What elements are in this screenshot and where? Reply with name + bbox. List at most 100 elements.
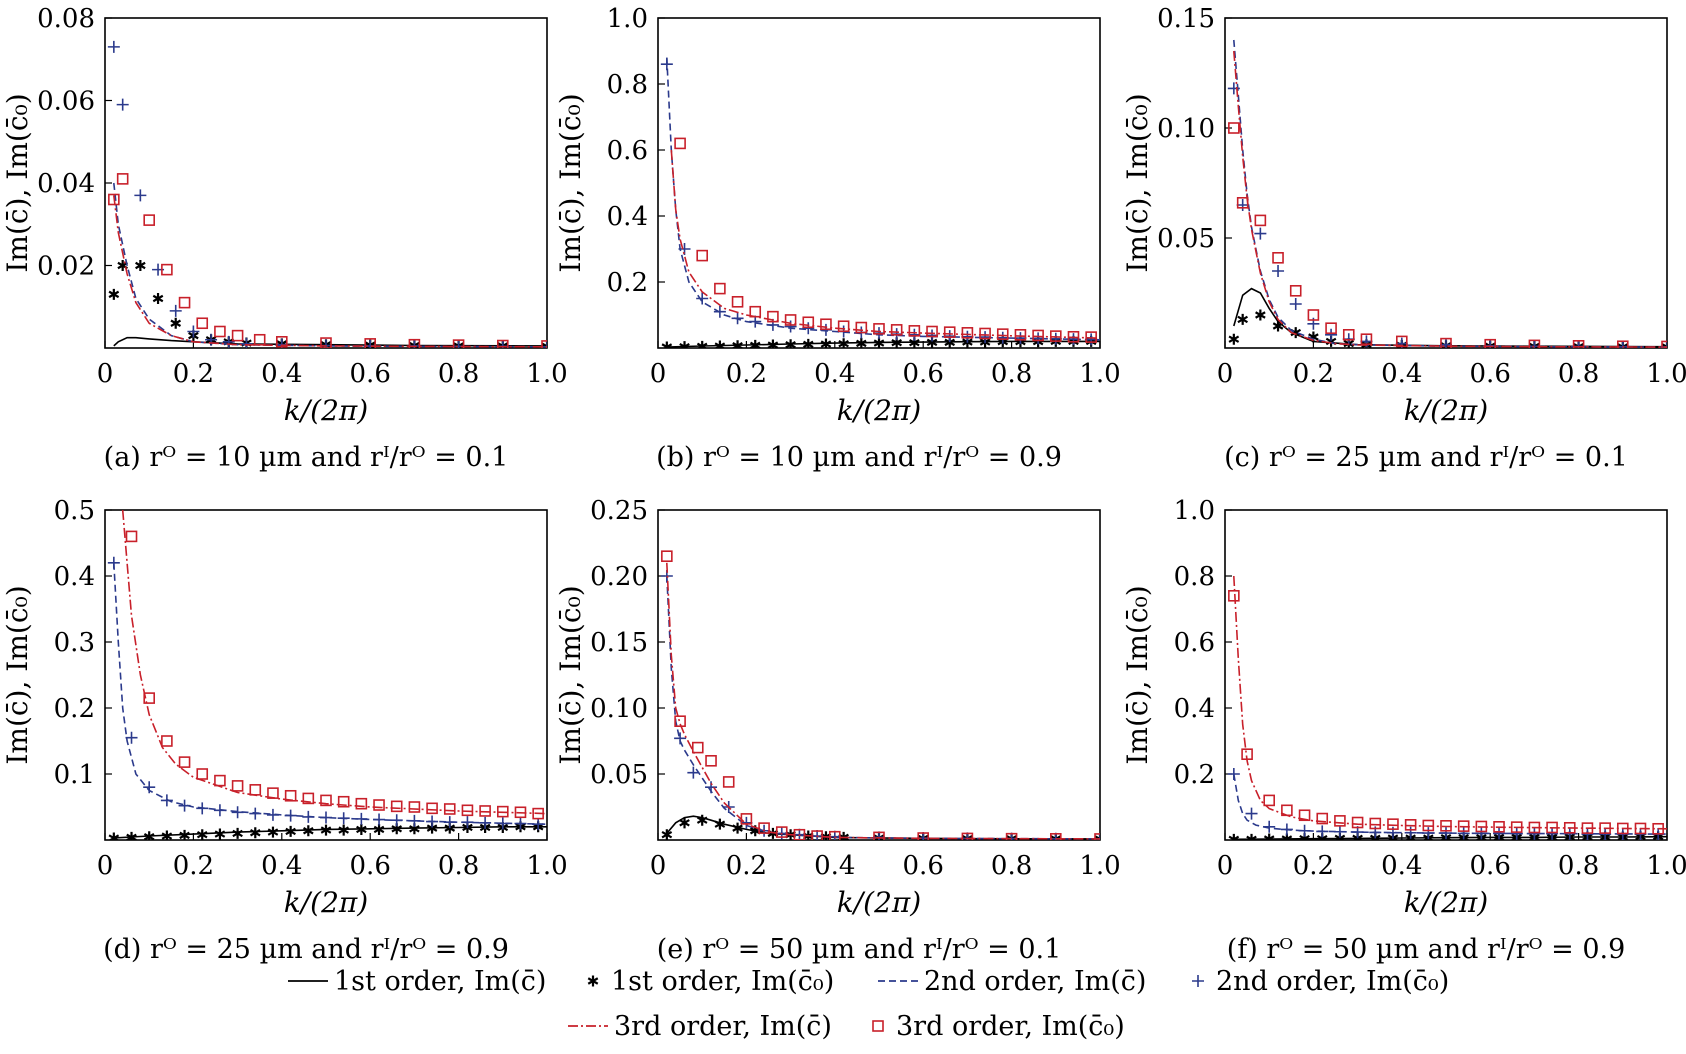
data-point: [758, 822, 770, 834]
data-point: [303, 825, 314, 837]
data-point: [731, 295, 744, 308]
x-axis-label: k/(2π): [837, 394, 921, 427]
data-point: [240, 337, 253, 348]
x-tick-label: 0.2: [726, 851, 767, 881]
data-point: [1263, 833, 1275, 840]
series-layer: [660, 550, 1100, 840]
data-point: [1236, 197, 1249, 209]
data-point: [660, 58, 673, 71]
data-point: [1404, 819, 1417, 831]
data-point: [390, 800, 403, 813]
x-tick-label: 0.4: [814, 851, 855, 881]
data-point: [461, 804, 474, 817]
data-point: [732, 822, 743, 834]
data-point: [1351, 816, 1364, 829]
series-markers-s2c0: [107, 40, 547, 348]
data-point: [355, 797, 368, 810]
series-markers-s3c0: [108, 173, 547, 348]
data-point: [679, 341, 690, 348]
x-tick-label: 1.0: [526, 851, 567, 881]
data-point: [541, 340, 547, 348]
data-point: [452, 339, 465, 348]
data-point: [355, 812, 368, 825]
data-point: [1563, 821, 1576, 834]
data-point: [134, 189, 147, 202]
data-point: [1067, 333, 1080, 346]
data-point: [784, 314, 797, 326]
data-point: [1050, 330, 1062, 342]
y-tick-label: 0.25: [590, 496, 648, 526]
data-point: [108, 193, 120, 206]
data-point: [179, 829, 190, 840]
y-axis-label: Im(c̄), Im(c̄₀): [1121, 93, 1154, 272]
data-point: [152, 293, 164, 304]
data-point: [979, 327, 991, 340]
x-axis-label: k/(2π): [1404, 886, 1488, 919]
data-point: [1289, 284, 1302, 297]
data-point: [249, 807, 262, 820]
series-layer: [107, 40, 547, 348]
data-point: [214, 774, 226, 787]
data-point: [696, 249, 709, 262]
data-point: [214, 828, 226, 840]
data-point: [1085, 333, 1098, 346]
data-point: [767, 339, 779, 348]
y-tick-label: 0.10: [1157, 114, 1215, 144]
data-point: [266, 808, 279, 821]
legend-label: 2nd order, Im(c̄): [924, 966, 1146, 997]
x-tick-label: 1.0: [1646, 851, 1686, 881]
x-tick-label: 0.2: [726, 359, 767, 389]
y-tick-label: 0.6: [1174, 628, 1215, 658]
data-point: [302, 810, 315, 823]
y-tick-label: 0.05: [1157, 224, 1215, 254]
data-point: [661, 341, 673, 348]
data-point: [1254, 214, 1267, 227]
plot-frame: [104, 509, 548, 841]
y-tick-label: 0.4: [607, 202, 648, 232]
data-point: [196, 802, 209, 815]
data-point: [178, 756, 191, 768]
data-point: [1581, 822, 1594, 834]
data-point: [107, 556, 120, 569]
series-layer: [107, 510, 547, 840]
x-axis-label: k/(2π): [284, 886, 368, 919]
data-point: [231, 780, 244, 792]
data-point: [691, 741, 704, 754]
data-point: [338, 824, 349, 836]
data-point: [160, 794, 173, 807]
data-point: [1334, 815, 1346, 827]
y-tick-label: 0.05: [590, 760, 648, 790]
data-point: [496, 817, 509, 830]
series-layer: [1227, 39, 1667, 348]
data-point: [1298, 824, 1311, 837]
data-point: [178, 799, 191, 812]
data-point: [320, 337, 332, 348]
data-point: [1440, 338, 1452, 348]
data-point: [674, 137, 686, 150]
y-tick-label: 0.8: [1174, 562, 1215, 592]
series-markers-s2c0: [660, 58, 1098, 346]
x-tick-label: 1.0: [1079, 359, 1120, 389]
x-tick-label: 0: [97, 851, 114, 881]
panel-caption: (e) rᴼ = 50 µm and rᴵ/rᴼ = 0.1: [657, 934, 1062, 965]
series-markers-s3c0: [1228, 122, 1667, 348]
data-point: [661, 829, 673, 840]
series-line-s1c: [113, 336, 547, 347]
figure-legend: 1st order, Im(c̄) 1st order, Im(c̄₀) 2nd o…: [288, 966, 1449, 1042]
data-point: [908, 328, 921, 341]
data-point: [1617, 340, 1629, 348]
data-point: [1032, 332, 1045, 345]
data-point: [1246, 833, 1257, 840]
y-tick-label: 0.02: [37, 252, 95, 282]
data-point: [249, 784, 262, 796]
data-point: [785, 339, 796, 348]
x-tick-label: 0.4: [814, 359, 855, 389]
data-point: [961, 327, 974, 339]
data-point: [1228, 333, 1240, 345]
data-point: [1528, 821, 1541, 834]
data-point: [408, 814, 421, 827]
panel-b: 0 0.2 0.4 0.6 0.8 1.0 0.2 0.4 0.6 0.8 1.0 k/(2π) Im(…: [554, 4, 1121, 473]
x-axis-label: k/(2π): [284, 394, 368, 427]
data-point: [1014, 332, 1027, 345]
